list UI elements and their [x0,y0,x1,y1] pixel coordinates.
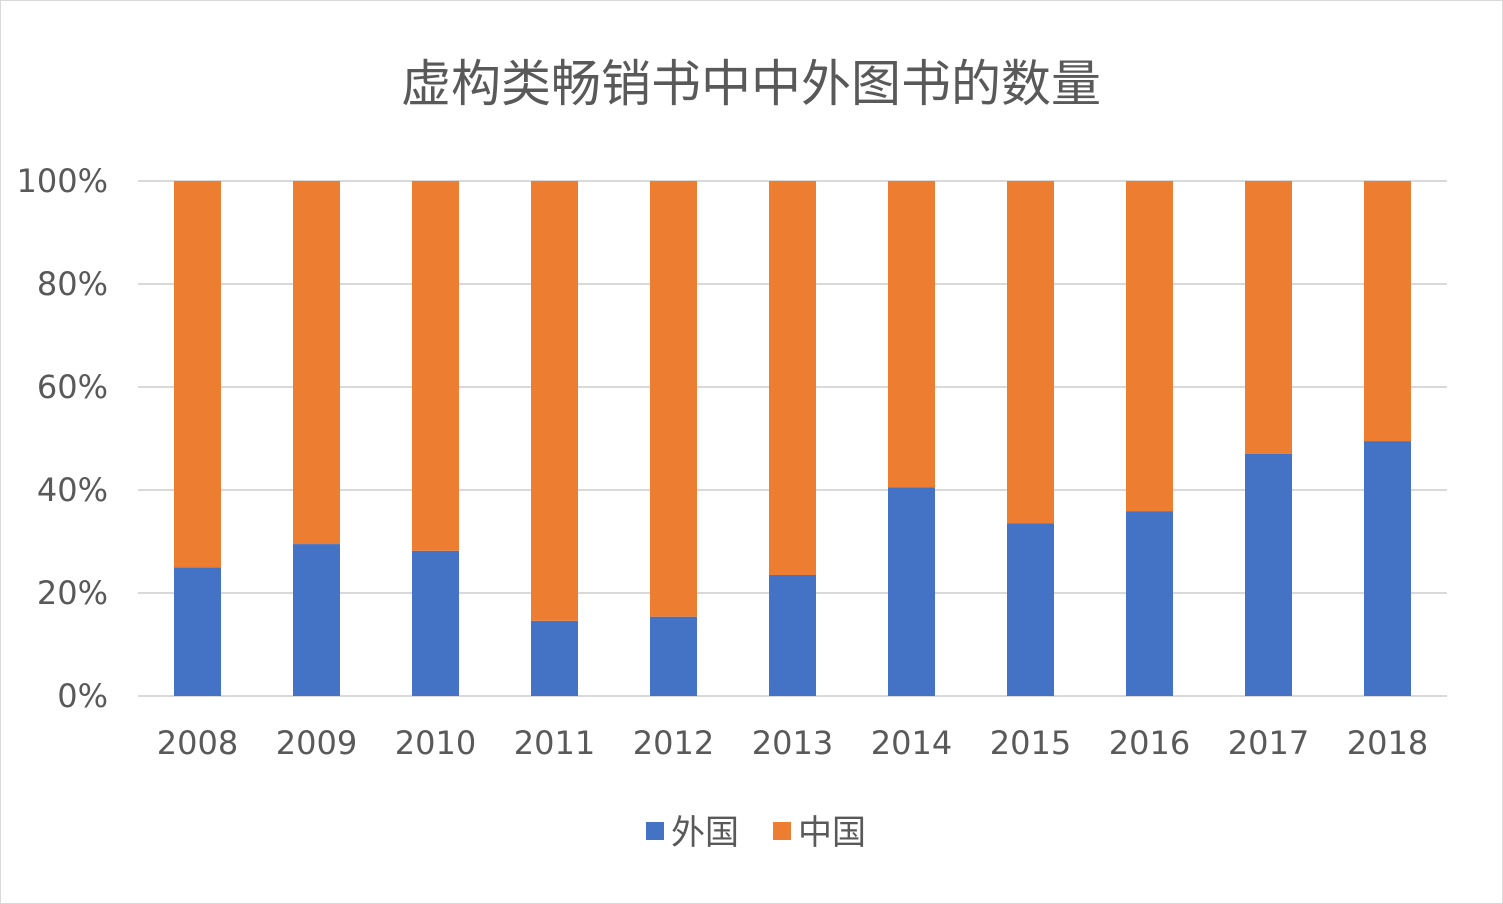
x-tick-label: 2014 [871,724,952,762]
legend-label-foreign: 外国 [671,813,739,853]
bar-foreign-2014 [888,487,935,696]
x-tick-label: 2011 [514,724,595,762]
bar-china-2014 [888,181,935,488]
x-tick-label: 2010 [395,724,476,762]
y-tick-label: 80% [37,265,108,303]
y-axis-ticks: 0% 20% 40% 60% 80% 100% [17,162,108,715]
bar-foreign-2011 [531,620,578,696]
bar-foreign-2018 [1364,441,1411,696]
y-tick-label: 100% [17,162,108,200]
bar-china-2013 [769,181,816,575]
bar-foreign-2010 [412,550,459,696]
bar-china-2018 [1364,181,1411,442]
x-tick-label: 2017 [1228,724,1309,762]
legend-swatch-china [773,822,791,840]
bar-china-2010 [412,181,459,551]
x-tick-label: 2009 [276,724,357,762]
x-axis-ticks: 2008 2009 2010 2011 2012 2013 2014 2015 2016 2017… [157,724,1428,762]
bar-foreign-2008 [174,567,221,696]
legend: 外国 中国 [646,813,866,853]
bar-china-2015 [1007,181,1054,524]
x-tick-label: 2018 [1347,724,1428,762]
bar-china-2009 [293,181,340,545]
chart-title: 虚构类畅销书中中外图书的数量 [401,55,1101,113]
x-tick-label: 2008 [157,724,238,762]
bar-china-2012 [650,181,697,617]
bar-foreign-2016 [1126,511,1173,696]
bar-china-2017 [1245,181,1292,454]
x-tick-label: 2012 [633,724,714,762]
x-tick-label: 2013 [752,724,833,762]
x-tick-label: 2015 [990,724,1071,762]
y-tick-label: 60% [37,368,108,406]
x-tick-label: 2016 [1109,724,1190,762]
bar-china-2011 [531,181,578,621]
bar-foreign-2013 [769,574,816,696]
legend-label-china: 中国 [798,813,866,853]
bars [174,181,1411,696]
bar-foreign-2012 [650,616,697,696]
bar-china-2008 [174,181,221,568]
y-tick-label: 40% [37,471,108,509]
bar-foreign-2017 [1245,453,1292,696]
y-tick-label: 0% [57,677,108,715]
bar-china-2016 [1126,181,1173,512]
bar-foreign-2009 [293,544,340,696]
legend-swatch-foreign [646,822,664,840]
y-tick-label: 20% [37,574,108,612]
bar-foreign-2015 [1007,523,1054,696]
